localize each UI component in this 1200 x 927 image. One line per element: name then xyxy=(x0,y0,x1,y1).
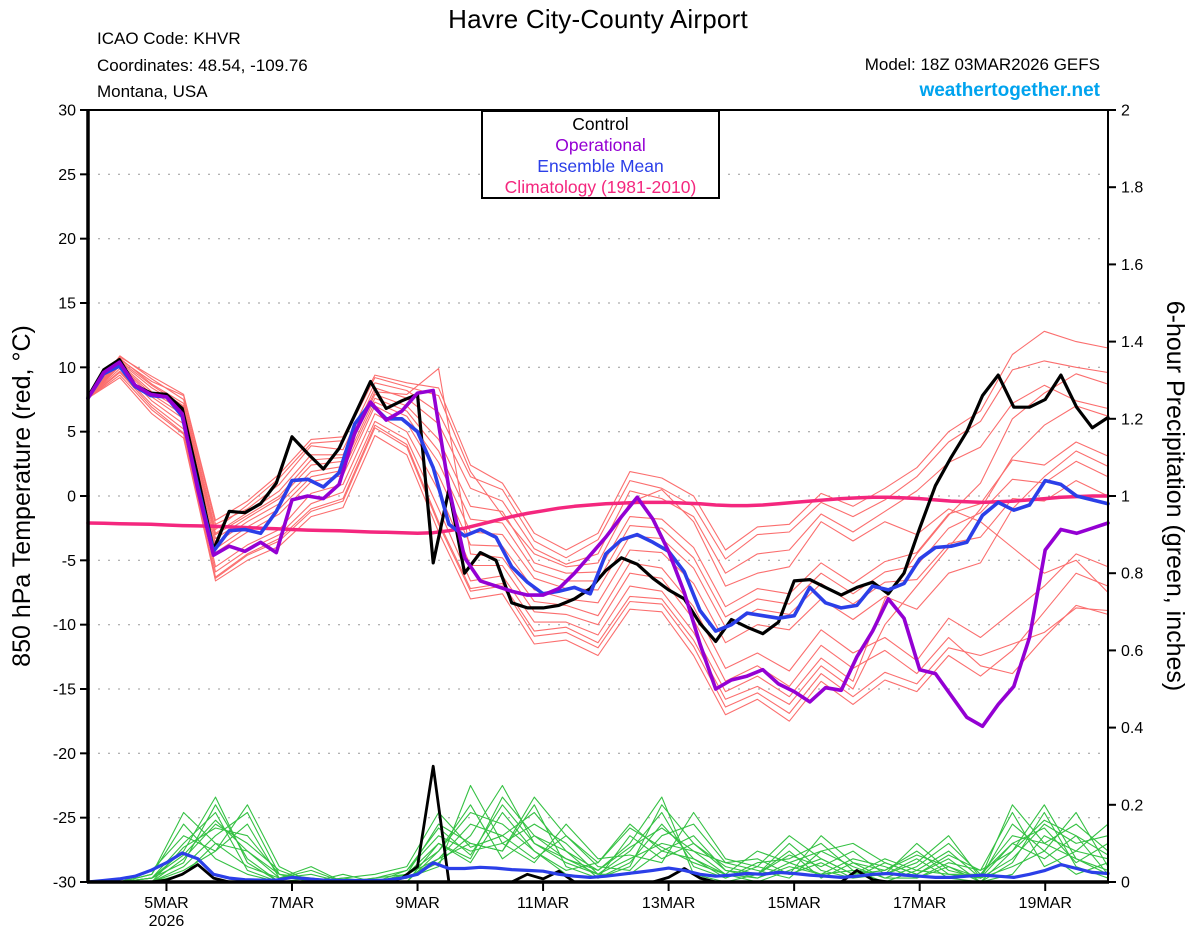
precip-tick-label: 1.8 xyxy=(1121,180,1143,197)
date-tick-label: 17MAR xyxy=(893,895,946,912)
ensemble-member-temp-line xyxy=(87,355,1109,594)
precip-tick-label: 0.8 xyxy=(1121,566,1143,583)
ensemble-member-temp-line xyxy=(87,371,1109,714)
temp-tick-label: 20 xyxy=(58,231,76,248)
precip-axis-title: 6-hour Precipitation (green, inches) xyxy=(1161,301,1189,691)
ensemble-member-temp-line xyxy=(87,364,1109,628)
ensemble-member-precip-line xyxy=(87,796,1109,883)
page-title: Havre City-County Airport xyxy=(448,4,748,34)
ensemble-member-temp-line xyxy=(87,360,1109,672)
temp-tick-label: -25 xyxy=(53,810,76,827)
temp-tick-label: -20 xyxy=(53,746,76,763)
icao-code: ICAO Code: KHVR xyxy=(97,29,241,48)
ensemble-member-temp-line xyxy=(87,374,1109,705)
precip-tick-label: 1 xyxy=(1121,489,1130,506)
coordinates: Coordinates: 48.54, -109.76 xyxy=(97,55,308,75)
year-label: 2026 xyxy=(149,913,185,927)
temp-tick-label: 0 xyxy=(67,489,76,506)
date-tick-label: 7MAR xyxy=(270,895,314,912)
chart-legend: Control Operational Ensemble Mean Climat… xyxy=(481,110,720,199)
temp-tick-label: 25 xyxy=(58,167,76,184)
precip-tick-label: 0.4 xyxy=(1121,720,1143,737)
date-tick-label: 9MAR xyxy=(395,895,439,912)
ensemble-member-temp-line xyxy=(87,365,1109,644)
site-link[interactable]: weathertogether.net xyxy=(919,80,1100,101)
ensemble-member-temp-line xyxy=(87,359,1109,560)
legend-item-climatology: Climatology (1981-2010) xyxy=(504,177,697,197)
control-temp-line xyxy=(86,358,1110,644)
model-run-label: Model: 18Z 03MAR2026 GEFS xyxy=(864,55,1100,74)
legend-item-operational: Operational xyxy=(555,135,646,155)
temp-tick-label: 10 xyxy=(58,360,76,377)
ensemble-mean-precip-line xyxy=(86,851,1110,884)
precip-tick-label: 0.2 xyxy=(1121,797,1143,814)
operational-temp-line xyxy=(86,360,1110,729)
region: Montana, USA xyxy=(97,82,208,101)
temp-tick-label: 5 xyxy=(67,424,76,441)
date-tick-label: 15MAR xyxy=(767,895,820,912)
ensemble-member-temp-line xyxy=(87,368,1109,687)
precip-tick-label: 1.6 xyxy=(1121,257,1143,274)
temp-tick-label: -30 xyxy=(53,875,76,892)
temp-tick-label: -10 xyxy=(53,617,76,634)
ensemble-member-temp-line xyxy=(87,357,1109,574)
temp-tick-label: -15 xyxy=(53,682,76,699)
temp-tick-label: 30 xyxy=(58,103,76,120)
precip-tick-label: 0 xyxy=(1121,875,1130,892)
ensemble-member-precip-line xyxy=(87,804,1109,883)
model-info: Model: 18Z 03MAR2026 GEFS weathertogethe… xyxy=(865,52,1100,104)
precip-tick-label: 2 xyxy=(1121,103,1130,120)
ensemble-mean-temp-line xyxy=(86,364,1110,633)
date-tick-label: 13MAR xyxy=(642,895,695,912)
precip-tick-label: 1.4 xyxy=(1121,334,1143,351)
date-tick-label: 19MAR xyxy=(1019,895,1072,912)
date-tick-label: 11MAR xyxy=(517,895,569,912)
legend-item-ensemble-mean: Ensemble Mean xyxy=(537,156,664,176)
ensemble-member-precip-line xyxy=(87,823,1109,883)
precip-tick-label: 1.2 xyxy=(1121,411,1143,428)
temp-tick-label: -5 xyxy=(62,553,76,570)
temp-tick-label: 15 xyxy=(58,296,76,313)
ensemble-member-temp-line xyxy=(87,377,1109,722)
climatology-line xyxy=(86,494,1110,536)
station-info: ICAO Code: KHVR Coordinates: 48.54, -109… xyxy=(97,26,308,106)
temp-axis-title: 850 hPa Temperature (red, °C) xyxy=(8,325,36,667)
ensemble-member-temp-line xyxy=(87,330,1109,551)
precip-tick-label: 0.6 xyxy=(1121,643,1143,660)
ensemble-member-precip-line xyxy=(87,823,1109,883)
ensemble-member-precip-line xyxy=(87,784,1109,883)
date-tick-label: 5MAR xyxy=(144,895,188,912)
legend-item-control: Control xyxy=(572,114,629,134)
